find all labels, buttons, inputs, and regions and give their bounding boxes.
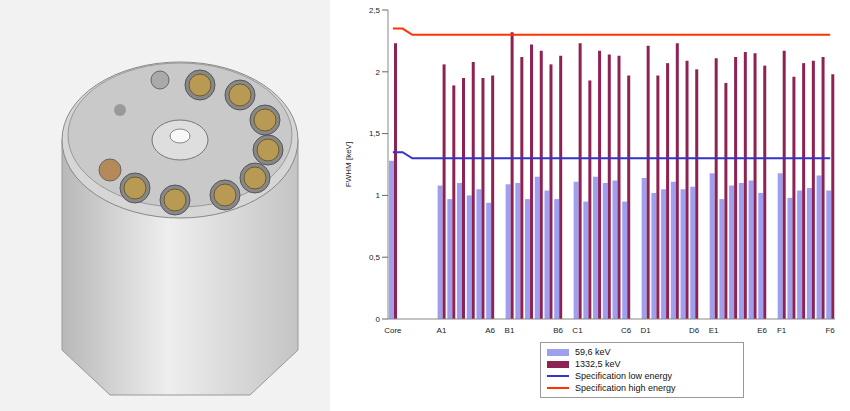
svg-text:2,5: 2,5 xyxy=(369,6,381,15)
svg-text:2: 2 xyxy=(376,68,381,77)
svg-text:B1: B1 xyxy=(505,326,515,335)
svg-text:1,5: 1,5 xyxy=(369,129,381,138)
svg-text:0,5: 0,5 xyxy=(369,253,381,262)
svg-text:C1: C1 xyxy=(572,326,583,335)
svg-text:0: 0 xyxy=(376,315,381,324)
html-text:1332,5 keV: 1332,5 keV xyxy=(575,359,621,369)
svg-text:D6: D6 xyxy=(689,326,700,335)
svg-text:1: 1 xyxy=(376,191,381,200)
svg-text:FWHM [keV]: FWHM [keV] xyxy=(344,142,353,187)
svg-text:E6: E6 xyxy=(757,326,767,335)
svg-text:E1: E1 xyxy=(709,326,719,335)
svg-text:B6: B6 xyxy=(553,326,563,335)
svg-text:F1: F1 xyxy=(777,326,787,335)
svg-text:C6: C6 xyxy=(621,326,632,335)
svg-text:D1: D1 xyxy=(640,326,651,335)
svg-text:Core: Core xyxy=(384,326,402,335)
html-text:59,6 keV: 59,6 keV xyxy=(575,347,611,357)
html-text:Specification low energy: Specification low energy xyxy=(575,371,673,381)
html-text:Specification high energy: Specification high energy xyxy=(575,383,676,393)
svg-text:A1: A1 xyxy=(437,326,447,335)
svg-text:A6: A6 xyxy=(485,326,495,335)
svg-text:F6: F6 xyxy=(825,326,835,335)
